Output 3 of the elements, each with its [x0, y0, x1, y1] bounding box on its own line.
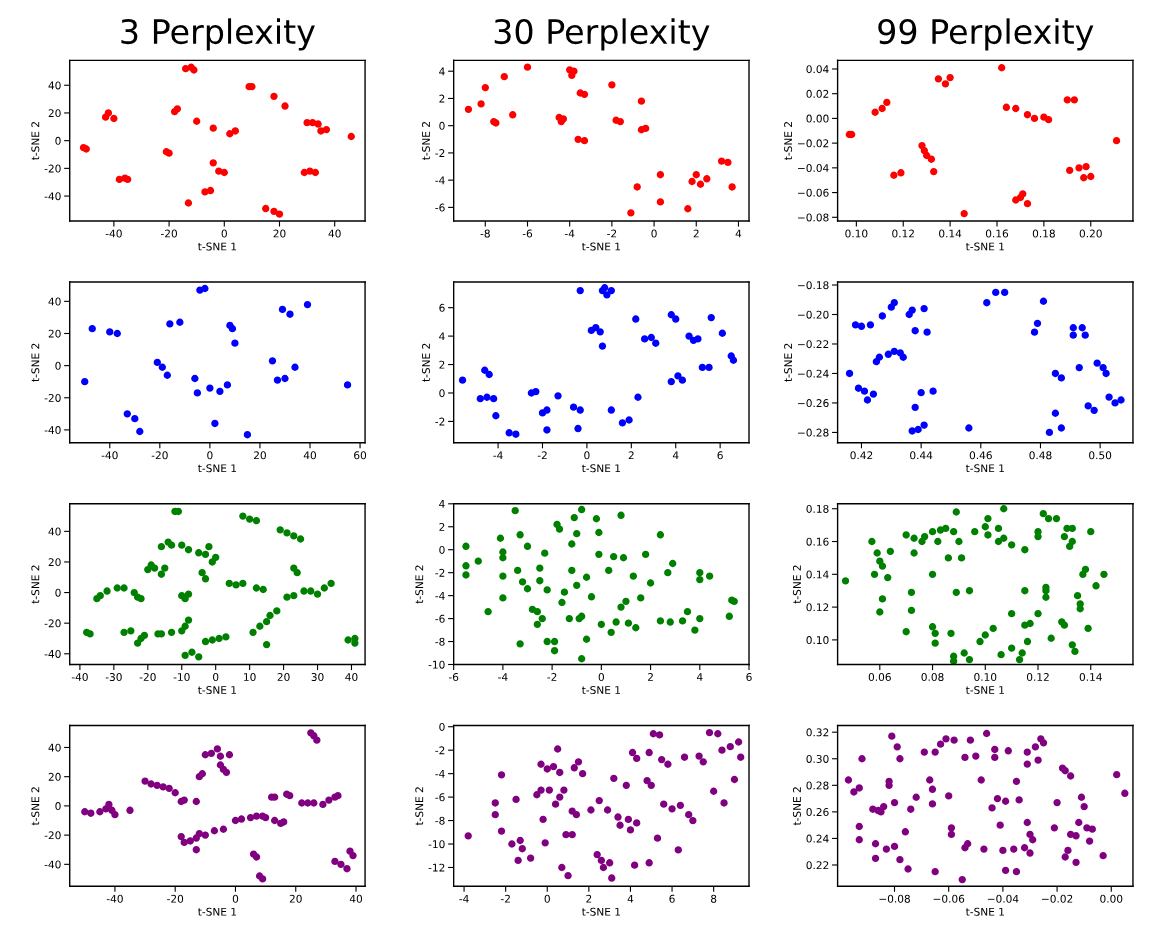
chart-title: 30 Perplexity: [494, 18, 710, 51]
chart-title: 3 Perplexity: [121, 18, 315, 51]
chart-title: 99 Perplexity: [878, 18, 1094, 51]
